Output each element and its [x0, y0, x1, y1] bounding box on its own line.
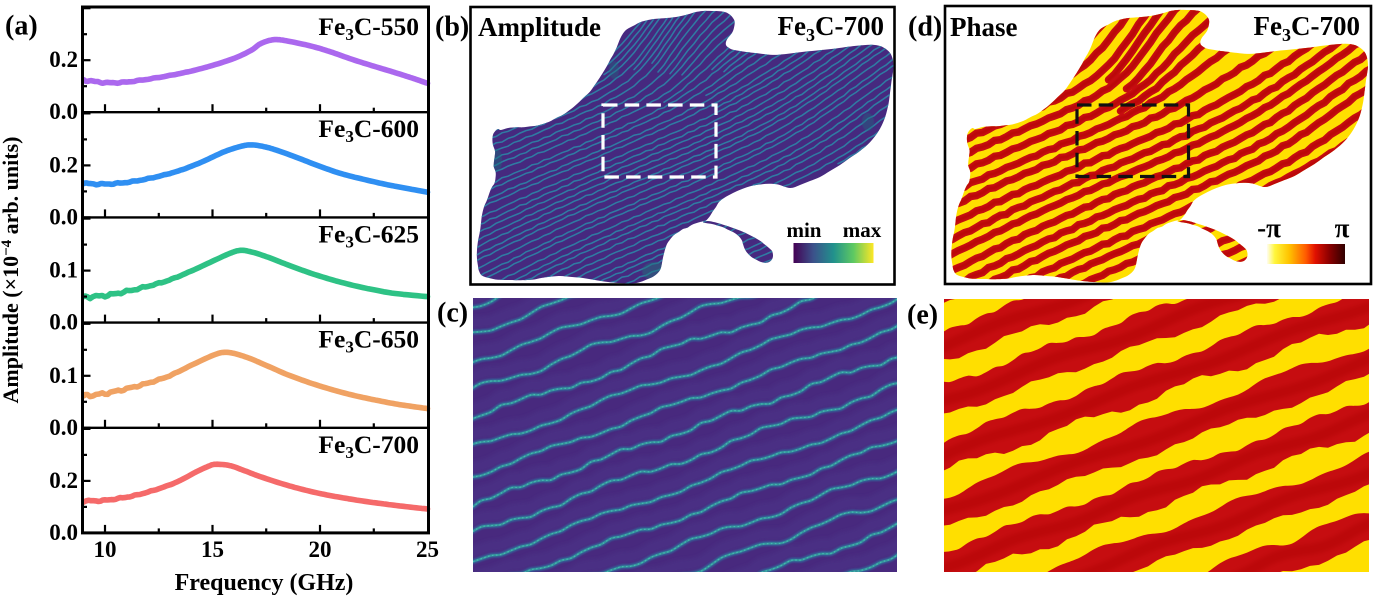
svg-text:(d): (d) — [908, 12, 942, 43]
svg-text:(a): (a) — [5, 11, 38, 42]
svg-text:0.0: 0.0 — [49, 204, 78, 229]
svg-text:20: 20 — [309, 537, 332, 562]
svg-text:π: π — [1335, 213, 1350, 243]
svg-text:Phase: Phase — [950, 12, 1018, 42]
svg-text:Fe3C-700: Fe3C-700 — [778, 11, 884, 45]
svg-text:min: min — [786, 218, 821, 242]
svg-text:0.0: 0.0 — [49, 415, 78, 440]
svg-text:0.0: 0.0 — [49, 310, 78, 335]
svg-text:15: 15 — [201, 537, 224, 562]
svg-text:Fe3C-625: Fe3C-625 — [318, 219, 419, 251]
svg-text:Fe3C-700: Fe3C-700 — [318, 430, 419, 462]
svg-text:0.0: 0.0 — [49, 520, 78, 545]
svg-text:Amplitude: Amplitude — [478, 12, 601, 42]
svg-text:Frequency (GHz): Frequency (GHz) — [175, 570, 354, 596]
svg-text:(e): (e) — [907, 300, 938, 331]
svg-text:-π: -π — [1257, 213, 1281, 243]
svg-text:0.2: 0.2 — [49, 47, 78, 72]
svg-text:(b): (b) — [435, 12, 469, 43]
svg-text:0.2: 0.2 — [49, 468, 78, 493]
svg-text:25: 25 — [416, 537, 439, 562]
svg-text:0.1: 0.1 — [49, 258, 78, 283]
svg-text:10: 10 — [94, 537, 117, 562]
svg-text:(c): (c) — [437, 298, 468, 329]
svg-text:max: max — [843, 218, 882, 242]
svg-text:Amplitude (×10−4 arb. units): Amplitude (×10−4 arb. units) — [0, 137, 23, 404]
svg-text:Fe3C-550: Fe3C-550 — [318, 12, 419, 44]
svg-text:Fe3C-700: Fe3C-700 — [1254, 11, 1360, 45]
svg-text:0.2: 0.2 — [49, 152, 78, 177]
svg-text:0.1: 0.1 — [49, 363, 78, 388]
svg-text:0.0: 0.0 — [49, 99, 78, 124]
svg-text:Fe3C-650: Fe3C-650 — [318, 325, 419, 357]
svg-text:Fe3C-600: Fe3C-600 — [318, 114, 419, 146]
